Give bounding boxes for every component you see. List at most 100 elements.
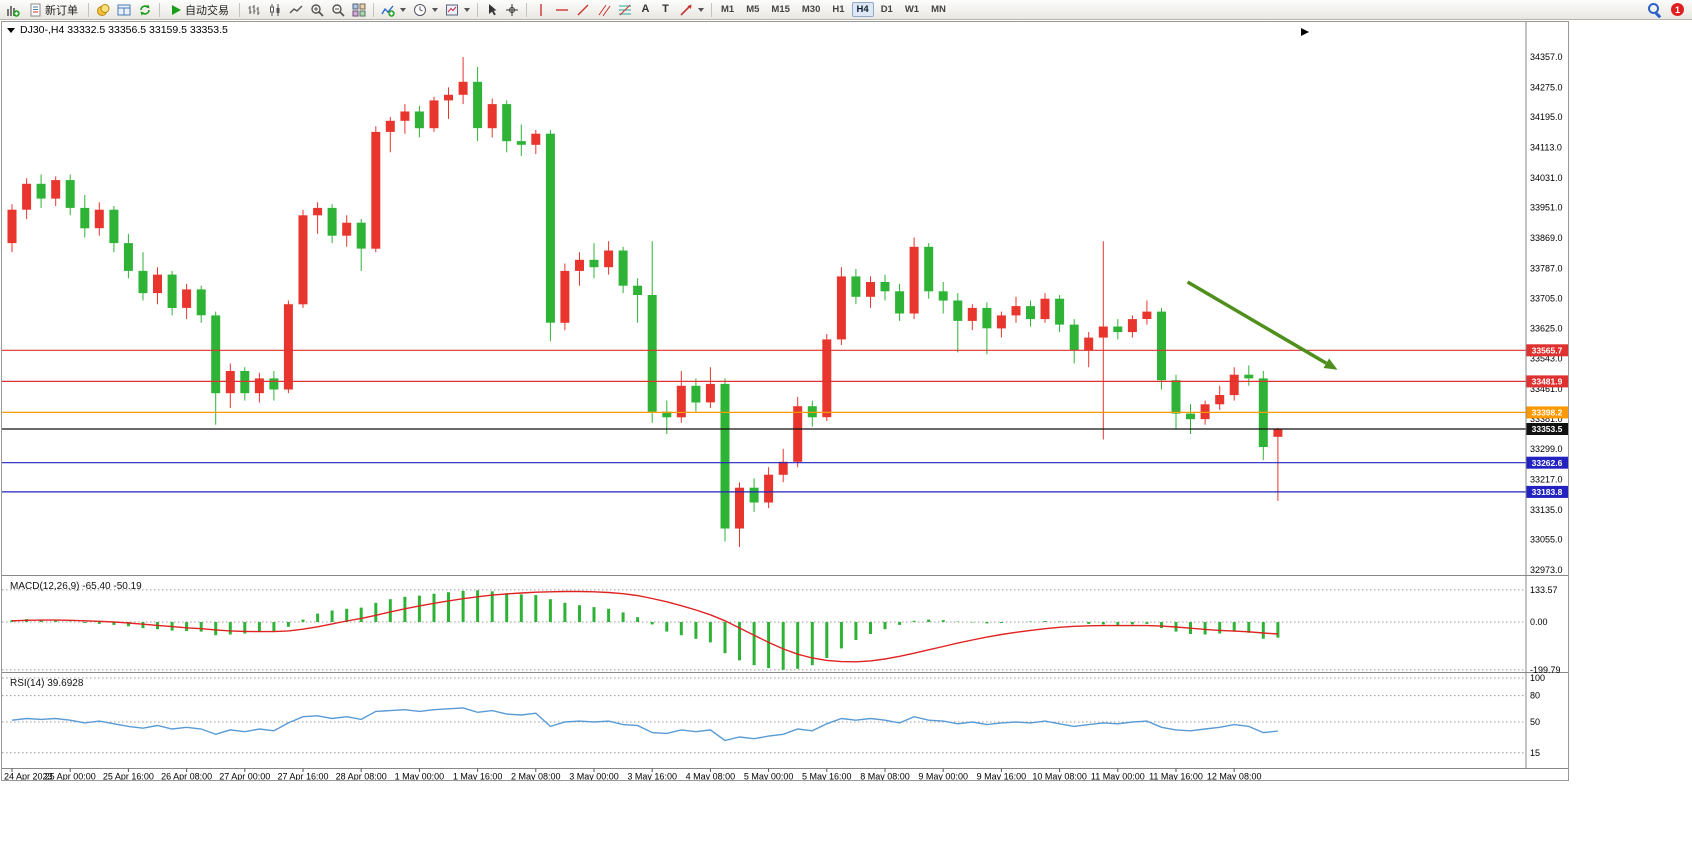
rsi-line	[11, 707, 1278, 742]
svg-text:33481.9: 33481.9	[1532, 377, 1563, 387]
current-price-price-tag	[1526, 423, 1568, 435]
svg-text:8 May 08:00: 8 May 08:00	[860, 772, 910, 781]
svg-text:33705.0: 33705.0	[1530, 294, 1563, 304]
toolbar-separator	[711, 2, 712, 17]
timeframe-button-M1[interactable]: M1	[721, 4, 735, 15]
indicators-button[interactable]	[378, 1, 409, 18]
templates-button[interactable]	[442, 1, 473, 18]
svg-text:25 Apr 16:00: 25 Apr 16:00	[103, 772, 154, 781]
navigator-button[interactable]	[135, 1, 155, 18]
timeframe-button-M5[interactable]: M5	[746, 4, 760, 15]
svg-text:24 Apr 2023: 24 Apr 2023	[4, 772, 53, 781]
auto-trading-label: 自动交易	[185, 4, 229, 17]
chart-ohlc-title: DJ30-,H4 33332.5 33356.5 33159.5 33353.5	[20, 24, 228, 36]
svg-text:26 Apr 08:00: 26 Apr 08:00	[161, 772, 212, 781]
svg-text:27 Apr 00:00: 27 Apr 00:00	[219, 772, 270, 781]
notification-badge[interactable]: 1	[1671, 3, 1684, 16]
tile-windows-button[interactable]	[349, 1, 369, 18]
new-order-label: 新订单	[45, 4, 78, 17]
crosshair-button[interactable]	[502, 1, 522, 18]
svg-text:3 May 16:00: 3 May 16:00	[627, 772, 677, 781]
data-window-button[interactable]	[114, 1, 134, 18]
trend-arrow-annotation[interactable]	[1186, 280, 1338, 370]
zoom-in-button[interactable]	[307, 1, 327, 18]
svg-text:11 May 00:00: 11 May 00:00	[1091, 772, 1145, 781]
candlestick-chart-icon	[270, 3, 280, 16]
toolbar-separator	[88, 2, 89, 17]
svg-text:33381.0: 33381.0	[1530, 414, 1563, 424]
svg-text:4 May 08:00: 4 May 08:00	[686, 772, 736, 781]
auto-trading-icon	[172, 4, 181, 15]
svg-text:33461.0: 33461.0	[1530, 384, 1563, 394]
periods-button[interactable]	[410, 1, 441, 18]
svg-text:11 May 16:00: 11 May 16:00	[1149, 772, 1203, 781]
indicators-icon	[381, 5, 395, 17]
timeframe-button-MN[interactable]: MN	[931, 4, 946, 15]
text-tool-icon: A	[641, 3, 650, 15]
svg-text:34031.0: 34031.0	[1530, 173, 1563, 183]
cursor-icon	[488, 3, 496, 15]
auto-trading-button[interactable]: 自动交易	[164, 1, 235, 18]
svg-text:33951.0: 33951.0	[1530, 203, 1563, 213]
line-chart-button[interactable]	[286, 1, 306, 18]
svg-text:3 May 00:00: 3 May 00:00	[569, 772, 619, 781]
new-chart-icon	[7, 5, 20, 17]
horizontal-line-button[interactable]	[552, 1, 572, 18]
svg-text:33217.0: 33217.0	[1530, 475, 1563, 485]
toolbar-separator	[373, 2, 374, 17]
timeframe-button-D1[interactable]: D1	[880, 4, 893, 15]
bar-chart-button[interactable]	[244, 1, 264, 18]
svg-text:15: 15	[1530, 748, 1540, 758]
fibonacci-icon	[619, 4, 631, 15]
svg-text:33055.0: 33055.0	[1530, 535, 1563, 545]
horizontal-lines-layer[interactable]: 33565.7 33481.9 33398.2 33353.5 33262.6 33183…	[2, 344, 1568, 498]
trendline-button[interactable]	[573, 1, 593, 18]
market-watch-button[interactable]	[93, 1, 113, 18]
svg-text:133.57: 133.57	[1530, 585, 1558, 595]
channel-button[interactable]	[594, 1, 614, 18]
timeframe-button-H1[interactable]: H1	[832, 4, 845, 15]
svg-text:33353.5: 33353.5	[1532, 424, 1563, 434]
main-toolbar: 新订单 自动交易 A T M1 M5 M15 M30 H1 H4 D1 W1 MN 1	[0, 0, 1692, 20]
toolbar-separator	[526, 2, 527, 17]
svg-text:27 Apr 16:00: 27 Apr 16:00	[277, 772, 328, 781]
text-button[interactable]: A	[636, 1, 655, 18]
macd-signal-line	[11, 590, 1278, 663]
search-button[interactable]	[1644, 1, 1665, 18]
svg-text:33869.0: 33869.0	[1530, 233, 1563, 243]
svg-text:1 May 16:00: 1 May 16:00	[453, 772, 503, 781]
macd-label: MACD(12,26,9) -65.40 -50.19	[10, 581, 142, 592]
timeframe-button-M30[interactable]: M30	[801, 4, 821, 15]
shapes-button[interactable]	[676, 1, 707, 18]
support-1-price-tag	[1526, 456, 1568, 469]
toolbar-separator	[477, 2, 478, 17]
fibonacci-button[interactable]	[615, 1, 635, 18]
timeframe-button-H4[interactable]: H4	[851, 2, 874, 17]
chart-background	[2, 22, 1568, 780]
symbol-dropdown-icon[interactable]	[7, 27, 15, 33]
svg-text:34357.0: 34357.0	[1530, 52, 1563, 62]
svg-text:33135.0: 33135.0	[1530, 505, 1563, 515]
vertical-line-button[interactable]	[531, 1, 551, 18]
timeframe-button-M15[interactable]: M15	[771, 4, 790, 15]
price-chart[interactable]: 34357.0 34275.0 34195.0 34113.0 34031.0 33951…	[2, 22, 1568, 782]
cursor-button[interactable]	[482, 1, 501, 18]
navigator-icon	[140, 4, 150, 15]
svg-text:33183.8: 33183.8	[1532, 487, 1563, 497]
crosshair-icon	[506, 3, 518, 16]
dropdown-caret-icon	[432, 7, 438, 12]
svg-text:33262.6: 33262.6	[1532, 458, 1563, 468]
svg-text:0.00: 0.00	[1530, 617, 1548, 627]
zoom-out-button[interactable]	[328, 1, 348, 18]
chart-title-bar: DJ30-,H4 33332.5 33356.5 33159.5 33353.5	[7, 24, 228, 36]
new-chart-button[interactable]	[3, 1, 23, 18]
new-order-button[interactable]: 新订单	[24, 1, 84, 18]
dropdown-caret-icon	[698, 7, 704, 12]
svg-text:80: 80	[1530, 691, 1540, 701]
timeframe-button-W1[interactable]: W1	[904, 4, 920, 15]
candlestick-chart-button[interactable]	[265, 1, 285, 18]
svg-text:1 May 00:00: 1 May 00:00	[395, 772, 445, 781]
label-button[interactable]: T	[656, 1, 675, 18]
toolbar-separator	[159, 2, 160, 17]
market-watch-icon	[97, 3, 110, 16]
